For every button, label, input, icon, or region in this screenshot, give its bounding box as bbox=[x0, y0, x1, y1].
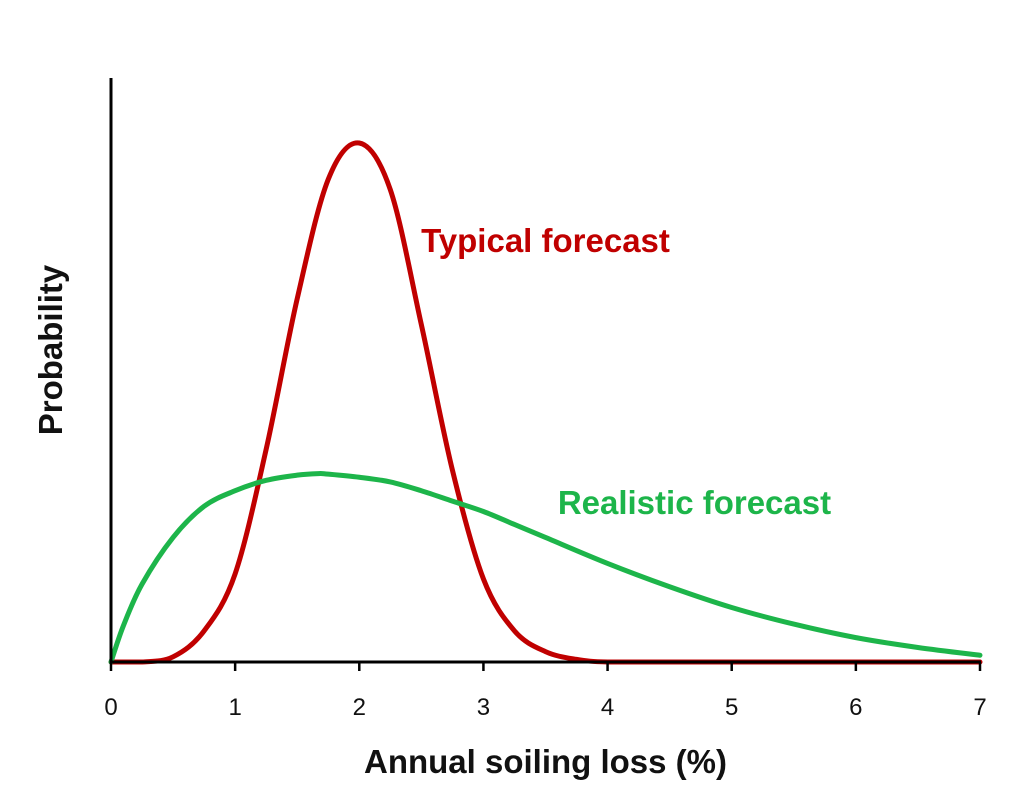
x-tick-label: 1 bbox=[228, 694, 241, 721]
series-line-realistic-forecast bbox=[108, 471, 983, 665]
x-tick-label: 0 bbox=[104, 694, 117, 721]
typical-forecast-label: Typical forecast bbox=[421, 222, 670, 259]
x-ticks-group: 0 1 2 3 4 5 6 7 bbox=[104, 662, 987, 721]
realistic-forecast-label: Realistic forecast bbox=[558, 484, 831, 521]
x-tick-label: 6 bbox=[849, 694, 862, 721]
axes-group bbox=[109, 78, 981, 664]
x-tick-label: 5 bbox=[725, 694, 738, 721]
series-group bbox=[108, 140, 983, 665]
labels-group: Annual soiling loss (%) Probability bbox=[32, 264, 727, 780]
y-axis-title: Probability bbox=[32, 264, 69, 435]
x-tick-label: 2 bbox=[353, 694, 366, 721]
x-tick-label: 3 bbox=[477, 694, 490, 721]
x-tick-label: 4 bbox=[601, 694, 614, 721]
annotations-group: Typical forecast Realistic forecast bbox=[421, 222, 831, 521]
x-axis-title: Annual soiling loss (%) bbox=[364, 743, 727, 780]
series-line-typical-forecast bbox=[108, 140, 983, 665]
x-tick-label: 7 bbox=[973, 694, 986, 721]
